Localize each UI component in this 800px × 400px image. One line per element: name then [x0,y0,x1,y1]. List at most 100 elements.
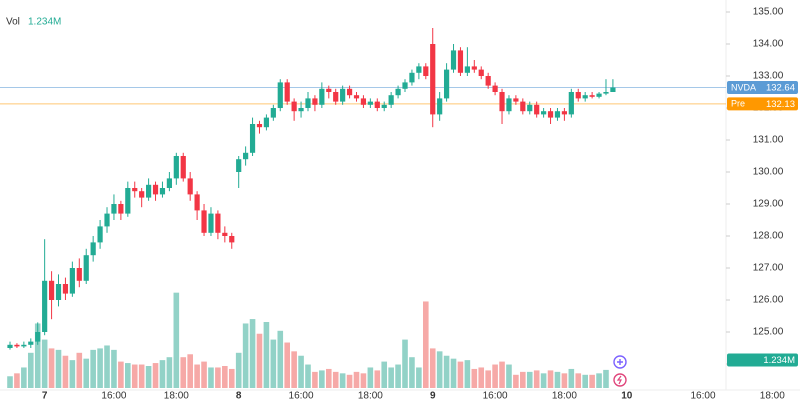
volume-bar [222,366,228,388]
candle-body [520,101,526,112]
candle-body [139,191,145,198]
volume-bar [346,374,353,388]
volume-bar [180,357,187,388]
volume-bar [173,292,180,388]
volume-bar [409,357,415,388]
add-icon-plus [617,359,623,365]
candle-body [423,66,429,76]
volume-bar [374,370,381,388]
candle-body [554,111,561,118]
y-tick-label: 135.00 [753,7,784,18]
candle-body [166,178,172,188]
candle-body [201,210,207,233]
x-tick-label: 16:00 [690,391,715,400]
y-tick-label: 126.00 [753,295,784,306]
volume-bar [145,366,152,388]
volume-bar [464,360,471,388]
indicator-icons[interactable] [613,355,627,387]
candle-body [222,232,228,236]
volume-bar [319,370,325,388]
volume-bar [111,349,117,388]
volume-bar [457,361,464,388]
volume-bar [471,368,478,388]
x-tick-label: 18:00 [358,391,383,400]
candle-body [277,82,283,108]
candle-body [319,88,325,105]
y-tick-label: 128.00 [753,231,784,242]
candle-body [97,226,103,243]
volume-bar [450,358,457,388]
candle-body [541,111,547,115]
volume-bar [256,333,263,388]
volume-bar [138,364,145,388]
y-tick-label: 125.00 [753,327,784,338]
candle-body [132,188,138,192]
candle-body [506,98,512,112]
candle-body [208,213,214,233]
candle-body [561,111,567,115]
volume-bar [547,370,554,388]
volume-bar [499,361,505,388]
volume-bar [55,349,62,388]
candle-body [603,92,609,94]
candle-body [333,92,339,102]
candle-body [7,344,13,348]
volume-bar [339,373,346,388]
candle-body [478,69,484,76]
volume-bar [27,352,34,388]
volume-bar [118,361,124,388]
candle-body [437,98,443,115]
candle-body [152,184,159,195]
candle-body [547,111,554,118]
candle-body [353,95,360,99]
y-tick-label: 133.00 [753,71,784,82]
volume-bar [159,360,166,388]
x-tick-label: 18:00 [760,391,785,400]
volume-bar [201,361,207,388]
candle-body [14,344,20,347]
volume-bar [353,371,360,388]
volume-bar [478,367,485,388]
volume-bar [436,351,443,388]
candle-body [589,95,595,97]
volume-bar [228,368,235,388]
candle-body [312,98,318,105]
candle-body [367,101,373,105]
volume-bar [69,360,76,388]
candle-body [42,280,48,332]
x-tick-label: 18:00 [552,391,577,400]
volume-bar [492,364,498,388]
volume-tag-value: 1.234M [763,355,795,366]
candle-body [534,104,540,115]
volume-bar [506,364,512,388]
volume-bar [513,374,519,388]
candle-body [270,108,276,118]
volume-bar [90,349,96,388]
volume-bar [62,355,69,388]
volume-tag [727,353,798,367]
volume-bar [443,355,450,388]
candle-body [83,255,89,281]
candle-body [243,152,249,160]
volume-bar [208,367,214,388]
candle-body [381,104,387,108]
volume-bar [582,374,588,388]
volume-bar [215,367,221,388]
volume-bar [97,348,103,388]
y-tick-label: 131.00 [753,135,784,146]
y-tick-label: 130.00 [753,167,784,178]
candle-body [69,268,75,294]
volume-bar [367,367,374,388]
volume-bar [395,364,401,388]
candle-body [146,184,152,198]
volume-bar [325,368,332,388]
volume-bar [485,370,491,388]
candle-body [236,159,242,172]
candle-body [575,92,581,99]
volume-bar [277,330,284,388]
candle-body [298,108,304,112]
candle-body [76,268,82,281]
volume-bar [520,371,526,388]
